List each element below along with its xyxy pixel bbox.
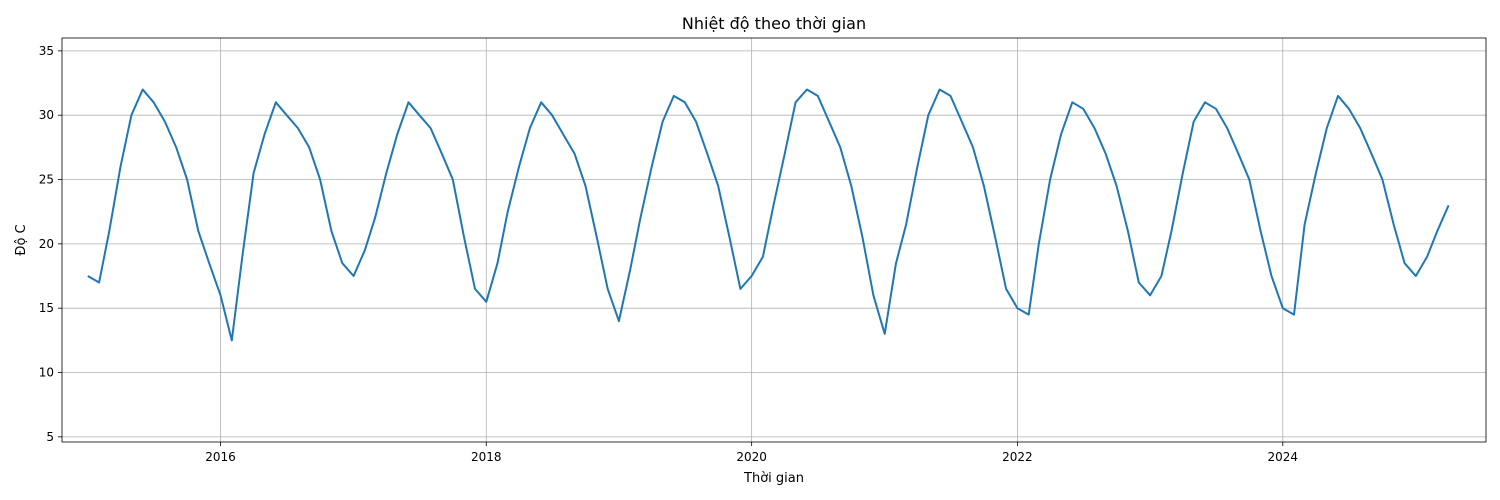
series-layer <box>87 88 1450 342</box>
x-tick-label: 2022 <box>1002 450 1033 464</box>
y-tick-label: 15 <box>39 301 54 315</box>
chart-title: Nhiệt độ theo thời gian <box>682 14 866 33</box>
y-tick-label: 35 <box>39 44 54 58</box>
temperature-series-line <box>87 88 1450 342</box>
y-tick-label: 30 <box>39 108 54 122</box>
y-tick-label: 10 <box>39 366 54 380</box>
y-tick-label: 5 <box>46 430 54 444</box>
x-axis-label: Thời gian <box>743 471 804 486</box>
y-tick-label: 25 <box>39 173 54 187</box>
y-tick-label: 20 <box>39 237 54 251</box>
plot-frame <box>61 37 1487 443</box>
x-tick-label: 2020 <box>736 450 767 464</box>
x-tick-label: 2024 <box>1268 450 1299 464</box>
y-axis-label: Độ C <box>14 224 29 255</box>
x-axis-ticks: 2016 2018 2020 2022 2024 <box>205 442 1298 464</box>
y-axis-ticks: 5 10 15 20 25 30 35 <box>39 44 62 444</box>
x-tick-label: 2016 <box>205 450 236 464</box>
grid <box>62 38 1486 442</box>
x-tick-label: 2018 <box>471 450 502 464</box>
